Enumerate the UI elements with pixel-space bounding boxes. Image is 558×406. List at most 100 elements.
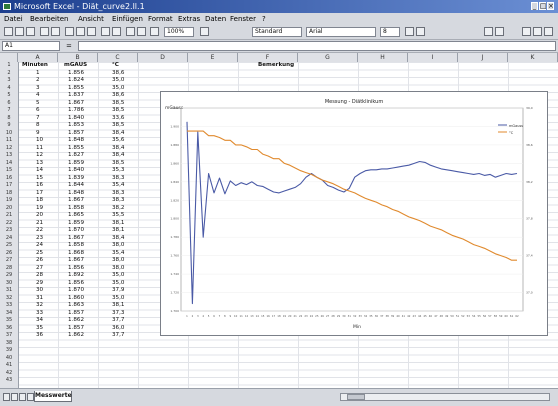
horizontal-scrollbar[interactable] bbox=[340, 393, 550, 401]
column-header[interactable]: B bbox=[58, 53, 98, 62]
table-cell[interactable]: 6 bbox=[36, 107, 40, 113]
table-cell[interactable]: 4 bbox=[36, 92, 40, 98]
table-cell[interactable]: 38,0 bbox=[112, 264, 125, 271]
paste-icon[interactable] bbox=[87, 27, 96, 36]
row-header[interactable]: 25 bbox=[5, 242, 13, 248]
table-cell[interactable]: 35,6 bbox=[112, 137, 125, 143]
table-cell[interactable]: 13 bbox=[36, 159, 44, 166]
menu-ansicht[interactable]: Ansicht bbox=[78, 15, 104, 23]
table-cell[interactable]: 1.840 bbox=[68, 114, 85, 121]
table-cell[interactable]: 1.839 bbox=[68, 174, 85, 181]
header-mgaus[interactable]: mGAUS bbox=[64, 62, 88, 68]
row-header[interactable]: 39 bbox=[5, 347, 13, 353]
menu-bearbeiten[interactable]: Bearbeiten bbox=[30, 15, 69, 23]
row-header[interactable]: 30 bbox=[5, 279, 13, 286]
table-cell[interactable]: 38,4 bbox=[112, 129, 125, 136]
table-cell[interactable]: 35,0 bbox=[112, 77, 125, 83]
table-cell[interactable]: 5 bbox=[36, 99, 40, 106]
table-cell[interactable]: 38,1 bbox=[112, 219, 125, 226]
table-cell[interactable]: 7 bbox=[36, 114, 40, 121]
row-header[interactable]: 43 bbox=[5, 377, 13, 383]
cut-icon[interactable] bbox=[65, 27, 74, 36]
column-header[interactable]: H bbox=[358, 53, 408, 62]
table-cell[interactable]: 15 bbox=[36, 174, 44, 181]
table-cell[interactable]: 38,5 bbox=[112, 99, 125, 106]
row-header[interactable]: 2 bbox=[7, 69, 11, 76]
header-minuten[interactable]: Minuten bbox=[22, 62, 48, 68]
row-header[interactable]: 15 bbox=[5, 167, 13, 173]
table-cell[interactable]: 36 bbox=[36, 332, 44, 338]
row-header[interactable]: 18 bbox=[5, 189, 13, 196]
menu-extras[interactable]: Extras bbox=[178, 15, 201, 23]
row-header[interactable]: 6 bbox=[7, 99, 11, 106]
table-cell[interactable]: 10 bbox=[36, 137, 44, 143]
menu-daten[interactable]: Daten bbox=[205, 15, 227, 23]
table-cell[interactable]: 27 bbox=[36, 264, 44, 271]
menu-format[interactable]: Format bbox=[148, 15, 173, 23]
table-cell[interactable]: 35,0 bbox=[112, 279, 125, 286]
row-header[interactable]: 10 bbox=[5, 129, 13, 136]
column-header[interactable]: E bbox=[188, 53, 238, 62]
table-cell[interactable]: 1.859 bbox=[68, 219, 85, 226]
table-cell[interactable]: 22 bbox=[36, 227, 44, 233]
chart-wizard-icon[interactable] bbox=[150, 27, 159, 36]
print-preview-icon[interactable] bbox=[51, 27, 60, 36]
font-size-select[interactable]: 8 bbox=[380, 27, 400, 37]
table-cell[interactable]: 1.840 bbox=[68, 167, 85, 173]
menu-fenster[interactable]: Fenster bbox=[230, 15, 256, 23]
table-cell[interactable]: 35,0 bbox=[112, 294, 125, 301]
minimize-button[interactable]: _ bbox=[531, 2, 538, 10]
prev-sheet-icon[interactable] bbox=[11, 393, 18, 401]
table-cell[interactable]: 18 bbox=[36, 197, 44, 203]
row-header[interactable]: 17 bbox=[5, 182, 13, 188]
row-header[interactable]: 36 bbox=[5, 324, 13, 331]
table-cell[interactable]: 2 bbox=[36, 77, 40, 83]
table-cell[interactable]: 38,5 bbox=[112, 107, 125, 113]
column-header[interactable]: C bbox=[98, 53, 138, 62]
row-header[interactable]: 41 bbox=[5, 362, 13, 368]
table-cell[interactable]: 1.860 bbox=[68, 294, 85, 301]
table-cell[interactable]: 38,5 bbox=[112, 122, 125, 128]
table-cell[interactable]: 1.856 bbox=[68, 279, 85, 286]
name-box[interactable]: A1 bbox=[2, 41, 60, 51]
table-cell[interactable]: 3 bbox=[36, 84, 40, 91]
row-header[interactable]: 3 bbox=[7, 77, 11, 83]
copy-icon[interactable] bbox=[76, 27, 85, 36]
table-cell[interactable]: 1.858 bbox=[68, 242, 85, 248]
column-header[interactable]: G bbox=[298, 53, 358, 62]
table-cell[interactable]: 38,3 bbox=[112, 174, 125, 181]
table-cell[interactable]: 37,7 bbox=[112, 317, 125, 323]
table-cell[interactable]: 35,0 bbox=[112, 272, 125, 278]
row-header[interactable]: 1 bbox=[7, 62, 11, 68]
row-header[interactable]: 35 bbox=[5, 317, 13, 323]
table-cell[interactable]: 11 bbox=[36, 144, 44, 151]
print-icon[interactable] bbox=[40, 27, 49, 36]
table-cell[interactable]: 35,3 bbox=[112, 167, 125, 173]
table-cell[interactable]: 24 bbox=[36, 242, 44, 248]
table-cell[interactable]: 1.848 bbox=[68, 137, 85, 143]
row-header[interactable]: 9 bbox=[7, 122, 11, 128]
sheet-tab-messwerte[interactable]: Messwerte bbox=[34, 391, 72, 402]
table-cell[interactable]: 12 bbox=[36, 152, 44, 158]
table-cell[interactable]: 1 bbox=[36, 69, 40, 76]
close-button[interactable]: × bbox=[547, 2, 554, 10]
last-sheet-icon[interactable] bbox=[27, 393, 34, 401]
table-cell[interactable]: 14 bbox=[36, 167, 44, 173]
first-sheet-icon[interactable] bbox=[3, 393, 10, 401]
table-cell[interactable]: 38,4 bbox=[112, 152, 125, 158]
scroll-thumb[interactable] bbox=[347, 394, 365, 400]
row-header[interactable]: 29 bbox=[5, 272, 13, 278]
row-header[interactable]: 26 bbox=[5, 249, 13, 256]
zoom-select[interactable]: 100% bbox=[164, 27, 194, 37]
table-cell[interactable]: 1.867 bbox=[68, 257, 85, 263]
align-left-icon[interactable] bbox=[484, 27, 493, 36]
row-header[interactable]: 12 bbox=[5, 144, 13, 151]
table-cell[interactable]: 20 bbox=[36, 212, 44, 218]
table-cell[interactable]: 1.844 bbox=[68, 182, 85, 188]
table-cell[interactable]: 30 bbox=[36, 287, 44, 293]
table-cell[interactable]: 38,4 bbox=[112, 234, 125, 241]
open-folder-icon[interactable] bbox=[15, 27, 24, 36]
table-cell[interactable]: 29 bbox=[36, 279, 44, 286]
table-cell[interactable]: 1.863 bbox=[68, 302, 85, 308]
table-cell[interactable]: 33,6 bbox=[112, 114, 125, 121]
